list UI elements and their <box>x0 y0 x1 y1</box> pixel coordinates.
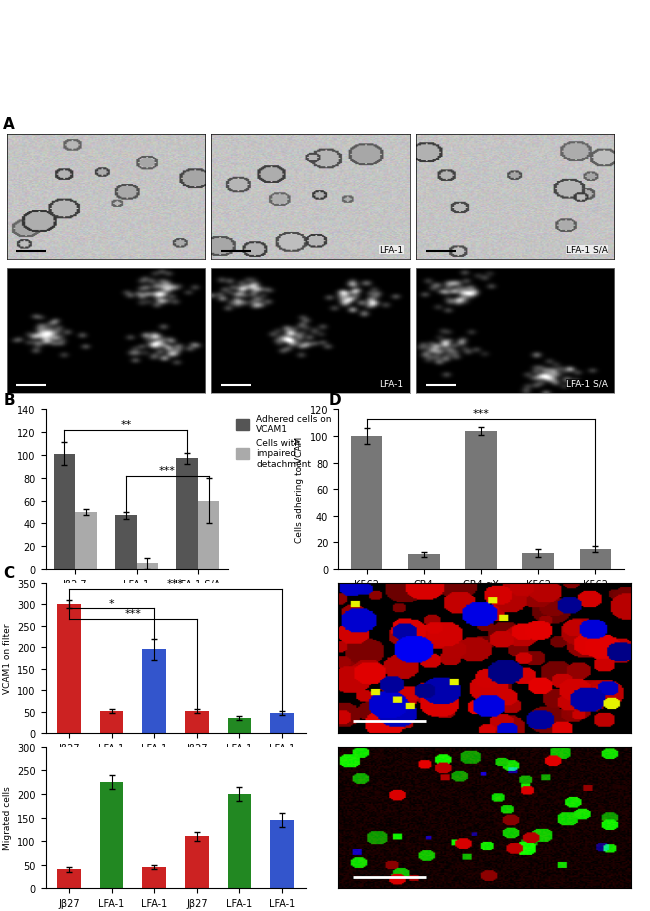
Bar <box>465 431 497 569</box>
Bar <box>100 711 124 733</box>
Bar <box>75 512 97 569</box>
Bar <box>227 794 251 888</box>
Text: -: - <box>68 763 71 773</box>
Text: *: * <box>109 598 114 608</box>
Bar <box>351 436 382 569</box>
Text: LFA-1 S/A: LFA-1 S/A <box>566 246 608 255</box>
Text: ***: *** <box>159 466 176 476</box>
Text: anti-α4: anti-α4 <box>223 763 255 773</box>
Text: C: C <box>3 566 14 580</box>
Y-axis label: Cells bound to
VCAM1 on filter: Cells bound to VCAM1 on filter <box>0 623 12 693</box>
Bar <box>523 554 554 569</box>
Text: -: - <box>110 763 113 773</box>
Bar <box>57 605 81 733</box>
Text: **: ** <box>120 420 131 430</box>
Bar <box>270 713 294 733</box>
Y-axis label: Migrated cells: Migrated cells <box>3 786 12 849</box>
Bar <box>185 836 209 888</box>
Text: ***: *** <box>124 609 141 619</box>
Text: anti-α4: anti-α4 <box>579 607 612 616</box>
Bar <box>142 867 166 888</box>
Bar <box>227 718 251 733</box>
Bar <box>408 555 439 569</box>
Text: anti-α4: anti-α4 <box>181 763 213 773</box>
Text: -: - <box>480 607 482 616</box>
Text: -: - <box>365 607 369 616</box>
Bar <box>100 783 124 888</box>
Text: -: - <box>422 607 426 616</box>
Text: A: A <box>3 118 15 132</box>
Bar <box>198 501 219 569</box>
Y-axis label: Cells adhering to VCAM: Cells adhering to VCAM <box>295 436 304 543</box>
Bar <box>136 564 158 569</box>
Bar <box>580 549 611 569</box>
Text: ***: *** <box>473 409 489 418</box>
Text: LFA-1: LFA-1 <box>380 380 404 389</box>
Bar <box>176 459 198 569</box>
Bar <box>270 820 294 888</box>
Text: LFA-1 S/A: LFA-1 S/A <box>566 380 608 389</box>
Text: -: - <box>153 763 156 773</box>
Bar <box>185 711 209 733</box>
Text: B: B <box>3 393 15 407</box>
Text: anti-β1: anti-β1 <box>522 607 554 616</box>
Bar <box>54 455 75 569</box>
Bar <box>115 516 136 569</box>
Text: LFA-1: LFA-1 <box>380 246 404 255</box>
Text: ***: *** <box>167 578 184 589</box>
Legend: Adhered cells on
VCAM1, Cells with
impaired
detachment: Adhered cells on VCAM1, Cells with impai… <box>236 415 332 468</box>
Bar <box>57 869 81 888</box>
Text: anti-α4: anti-α4 <box>266 763 298 773</box>
Bar <box>142 650 166 733</box>
Text: D: D <box>328 393 341 407</box>
